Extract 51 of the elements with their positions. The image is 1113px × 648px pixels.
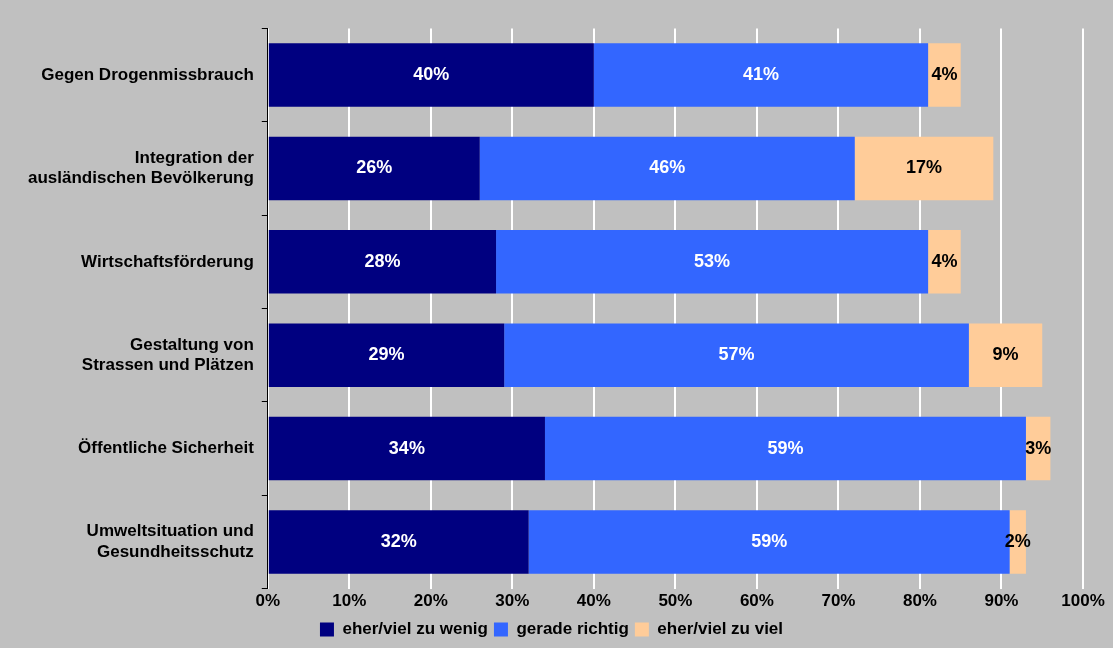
bar — [504, 323, 969, 387]
data-label: 4% — [931, 250, 958, 271]
data-label: 53% — [694, 250, 731, 271]
y-tick-label: Wirtschaftsförderung — [81, 251, 254, 271]
bar — [479, 136, 855, 201]
data-label: 59% — [767, 437, 804, 458]
bar — [268, 323, 505, 387]
bar — [268, 510, 529, 574]
data-label: 4% — [931, 64, 958, 85]
y-tick-label: Gegen Drogenmissbrauch — [41, 64, 254, 84]
data-label: 59% — [751, 530, 788, 551]
bar — [928, 43, 961, 107]
x-tick-label: 30% — [495, 591, 530, 611]
data-label: 40% — [413, 64, 450, 85]
y-tick-label: Gestaltung von Strassen und Plätzen — [81, 334, 254, 375]
bar — [496, 230, 929, 294]
data-label: 9% — [992, 344, 1019, 365]
data-label: 28% — [364, 250, 401, 271]
data-label: 57% — [718, 344, 755, 365]
x-tick-label: 100% — [1061, 591, 1105, 611]
y-tick-label: Integration der ausländischen Bevölkerung — [27, 147, 255, 188]
x-tick-label: 50% — [658, 591, 693, 611]
data-label: 32% — [380, 530, 417, 551]
x-tick-label: 0% — [255, 591, 281, 611]
bar — [268, 230, 497, 294]
data-label: 41% — [742, 64, 780, 85]
x-tick-label: 70% — [821, 591, 856, 611]
bar — [544, 416, 1026, 481]
bar — [268, 416, 545, 481]
legend-label: eher/viel zu viel — [657, 619, 784, 639]
data-label: 26% — [356, 157, 393, 178]
bar — [854, 136, 994, 201]
x-tick-label: 20% — [413, 591, 448, 611]
y-tick-label: Umweltsituation und Gesundheitsschutz — [86, 521, 254, 561]
x-tick-label: 60% — [739, 591, 774, 611]
legend-label: eher/viel zu wenig — [342, 619, 488, 639]
data-label: 34% — [388, 437, 425, 458]
x-tick-label: 80% — [902, 591, 937, 611]
data-label: 46% — [649, 157, 686, 178]
bar — [268, 136, 480, 201]
bar — [928, 230, 961, 294]
y-tick-label: Öffentliche Sicherheit — [78, 438, 255, 458]
x-tick-label: 10% — [332, 591, 367, 611]
bar — [593, 43, 929, 107]
x-tick-label: 90% — [984, 591, 1019, 611]
bar — [968, 323, 1043, 387]
data-label: 17% — [906, 157, 943, 178]
bar — [268, 43, 594, 107]
legend-label: gerade richtig — [516, 619, 629, 639]
data-label: 29% — [368, 344, 405, 365]
x-tick-label: 40% — [576, 591, 611, 611]
